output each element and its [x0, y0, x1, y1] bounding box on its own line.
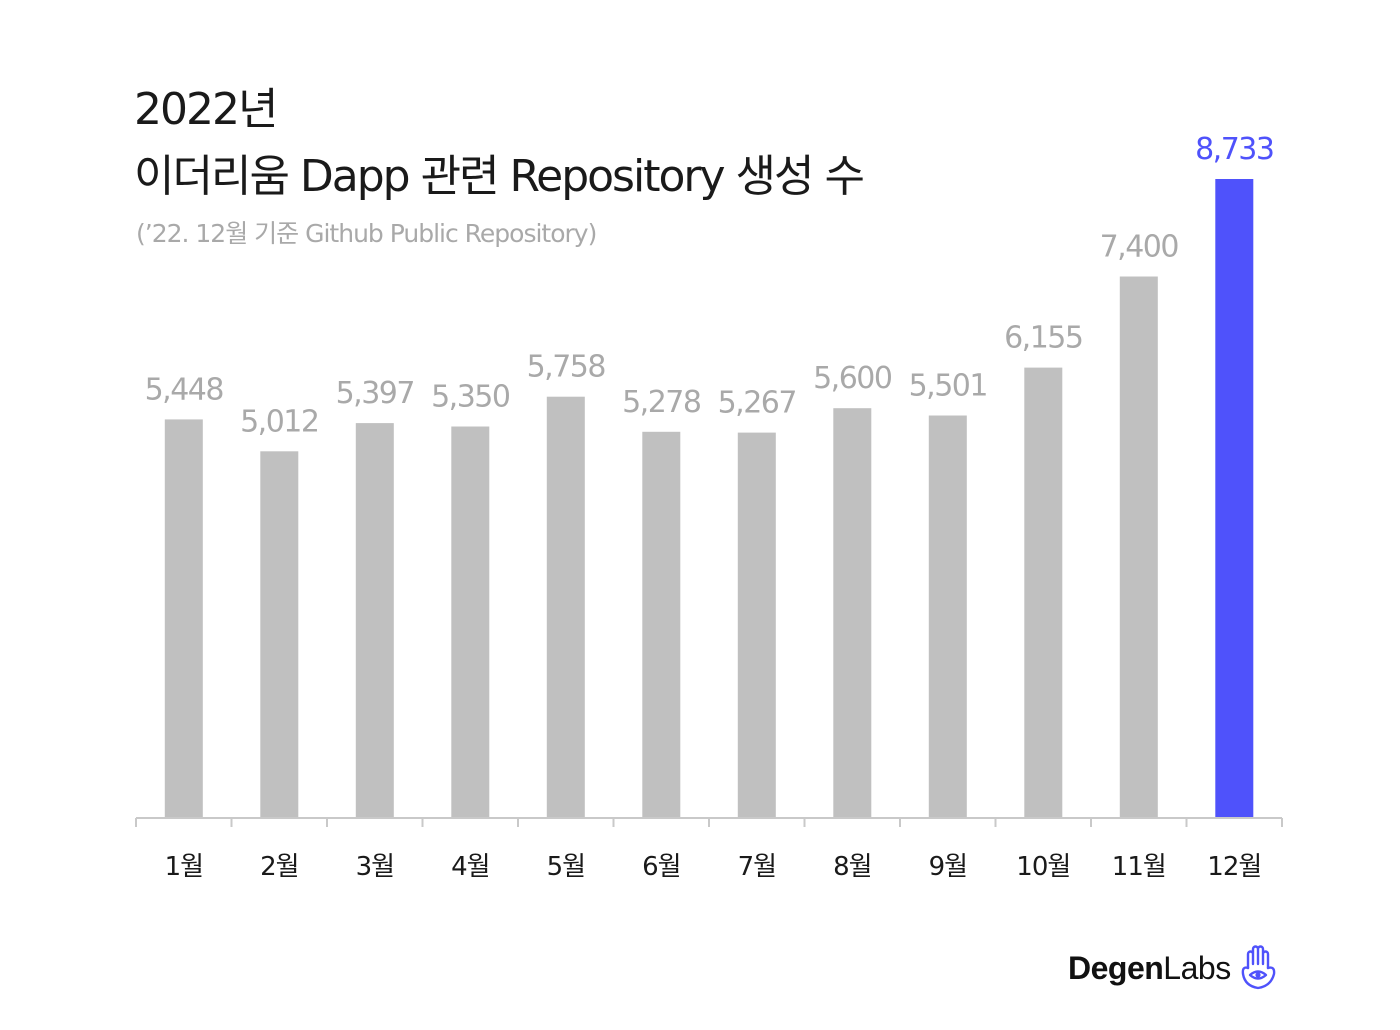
x-tick-label-2: 2월 — [260, 852, 298, 882]
value-label-6: 5,278 — [622, 385, 701, 420]
bar-1 — [164, 419, 203, 818]
value-label-10: 6,155 — [1004, 321, 1082, 356]
x-axis — [135, 817, 1283, 827]
x-tick-label-10: 10월 — [1016, 852, 1070, 882]
bar-10 — [1024, 367, 1063, 818]
bar-5 — [546, 396, 585, 818]
bar-12 — [1215, 179, 1254, 818]
x-tick-label-5: 5월 — [547, 852, 585, 882]
bar-4 — [451, 426, 490, 818]
value-labels-group: 5,448 5,012 5,397 5,350 5,758 5,278 5,267 5,600… — [145, 132, 1275, 439]
x-tick-labels-group: 1월 2월 3월 4월 5월 6월 7월 8월 9월 10월 11월 12월 — [165, 852, 1263, 882]
x-tick-label-11: 11월 — [1112, 852, 1166, 882]
value-label-3: 5,397 — [336, 376, 414, 411]
value-label-11: 7,400 — [1100, 230, 1179, 265]
hamsa-hand-eye-icon — [1241, 945, 1276, 990]
x-tick-label-8: 8월 — [833, 852, 871, 882]
bar-2 — [260, 451, 299, 818]
value-label-9: 5,501 — [909, 369, 987, 404]
chart-subtitle: (’22. 12월 기준 Github Public Repository) — [136, 219, 597, 248]
bars-group — [164, 179, 1254, 818]
bar-9 — [928, 415, 967, 818]
x-tick-label-4: 4월 — [451, 852, 489, 882]
bar-8 — [833, 408, 872, 818]
chart-title: 이더리움 Dapp 관련 Repository 생성 수 — [134, 151, 865, 202]
value-label-12: 8,733 — [1195, 132, 1273, 167]
value-label-5: 5,758 — [527, 350, 606, 385]
x-tick-label-1: 1월 — [165, 852, 203, 882]
value-label-1: 5,448 — [145, 372, 224, 407]
value-label-8: 5,600 — [813, 361, 892, 396]
chart-title-year: 2022년 — [134, 84, 278, 135]
x-tick-label-12: 12월 — [1207, 852, 1261, 882]
value-label-7: 5,267 — [718, 386, 796, 421]
bar-6 — [642, 431, 681, 818]
bar-7 — [737, 432, 776, 818]
bar-11 — [1119, 276, 1158, 818]
x-tick-label-7: 7월 — [738, 852, 776, 882]
x-tick-label-3: 3월 — [356, 852, 394, 882]
brand-name-bold: Degen — [1068, 949, 1164, 986]
x-tick-label-6: 6월 — [642, 852, 680, 882]
x-tick-label-9: 9월 — [929, 852, 967, 882]
bar-3 — [355, 423, 394, 818]
value-label-4: 5,350 — [431, 380, 510, 415]
brand-name-light: Labs — [1163, 949, 1231, 986]
brand-logo: Degen Labs — [1068, 944, 1279, 992]
value-label-2: 5,012 — [240, 404, 318, 439]
